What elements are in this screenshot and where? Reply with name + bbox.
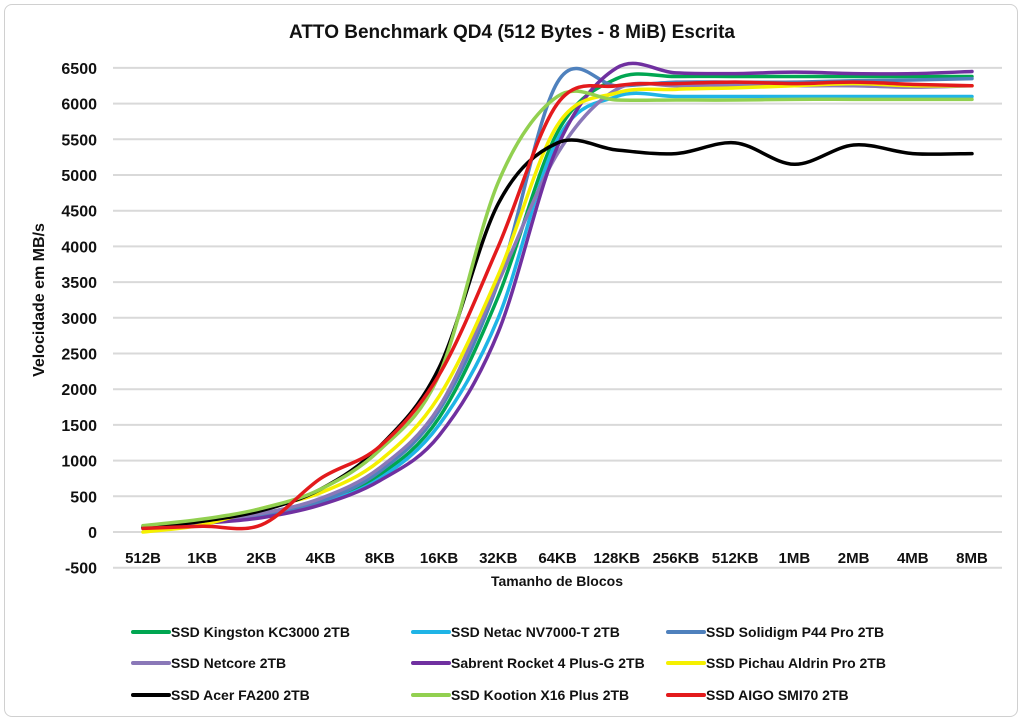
y-tick-label: 3000 [61,311,97,328]
legend-label: SSD Netac NV7000-T 2TB [451,624,620,640]
legend-label: SSD Solidigm P44 Pro 2TB [706,624,884,640]
y-tick-label: 1500 [61,418,97,435]
y-tick-label: 4500 [61,204,97,221]
x-tick-label: 512KB [712,550,759,567]
y-tick-label: -500 [65,561,97,578]
x-tick-label: 128KB [593,550,640,567]
y-tick-label: 500 [70,489,97,506]
legend-label: SSD Netcore 2TB [171,655,286,671]
legend-label: Sabrent Rocket 4 Plus-G 2TB [451,655,645,671]
x-tick-label: 1MB [779,550,811,567]
x-tick-label: 8MB [956,550,988,567]
legend-label: SSD Acer FA200 2TB [171,687,310,703]
x-tick-label: 32KB [479,550,518,567]
series-line [141,91,974,530]
y-tick-label: 1000 [61,454,97,471]
x-tick-label: 8KB [365,550,395,567]
x-tick-label: 64KB [538,550,577,567]
y-tick-label: 2000 [61,382,97,399]
y-tick-label: 6000 [61,97,97,114]
legend-label: SSD Kingston KC3000 2TB [171,624,350,640]
x-tick-label: 256KB [653,550,700,567]
x-tick-label: 2KB [246,550,276,567]
legend-label: SSD Pichau Aldrin Pro 2TB [706,655,886,671]
chart-title: ATTO Benchmark QD4 (512 Bytes - 8 MiB) E… [289,22,735,43]
y-tick-label: 5000 [61,168,97,185]
y-axis-label: Velocidade em MB/s [31,223,48,377]
y-tick-label: 2500 [61,347,97,364]
series-line [141,138,974,530]
x-tick-label: 1KB [187,550,217,567]
x-tick-label: 4KB [306,550,336,567]
series-line [141,80,974,531]
x-axis-label: Tamanho de Blocos [491,573,623,589]
x-tick-label: 16KB [420,550,459,567]
x-tick-label: 4MB [897,550,929,567]
legend-label: SSD Kootion X16 Plus 2TB [451,687,629,703]
legend-label: SSD AIGO SMI70 2TB [706,687,849,703]
y-tick-label: 0 [88,525,97,542]
x-tick-label: 2MB [838,550,870,567]
chart-frame [4,4,1018,717]
y-tick-label: 6500 [61,61,97,78]
y-tick-label: 3500 [61,275,97,292]
y-tick-label: 4000 [61,239,97,256]
y-tick-label: 5500 [61,132,97,149]
series-line [141,61,974,531]
x-tick-label: 512B [125,550,161,567]
